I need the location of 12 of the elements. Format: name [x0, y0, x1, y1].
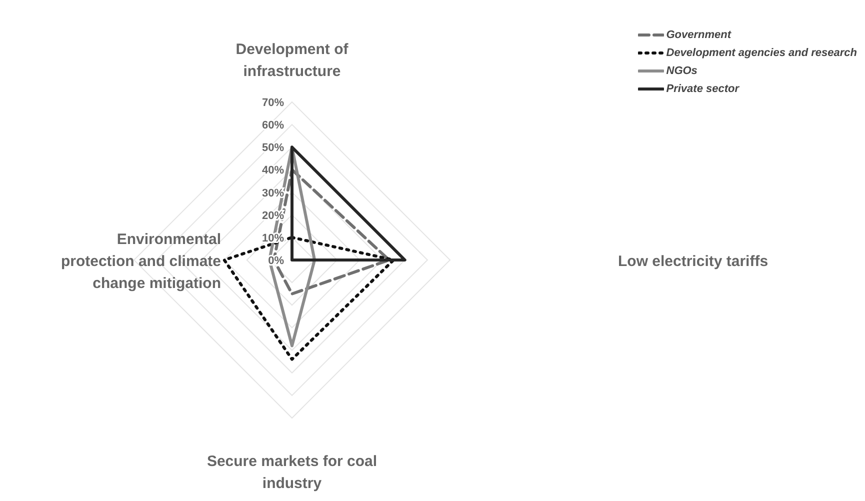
y-tick-label: 50% — [262, 142, 284, 154]
spoke-label: Environmental protection and climate change mitigation — [60, 231, 221, 292]
legend-label: NGOs — [666, 65, 698, 77]
legend-label: Development agencies and research — [666, 47, 857, 59]
y-tick-label: 60% — [262, 120, 284, 132]
spoke-label: Secure markets for coal industry — [206, 453, 378, 492]
y-tick-label: 70% — [262, 97, 284, 109]
spoke-label: Development of infrastructure — [236, 41, 350, 80]
legend-label: Private sector — [666, 83, 740, 95]
y-tick-label: 40% — [262, 164, 284, 177]
spoke-label: Low electricity tariffs — [618, 253, 768, 270]
legend-label: Government — [666, 29, 732, 41]
